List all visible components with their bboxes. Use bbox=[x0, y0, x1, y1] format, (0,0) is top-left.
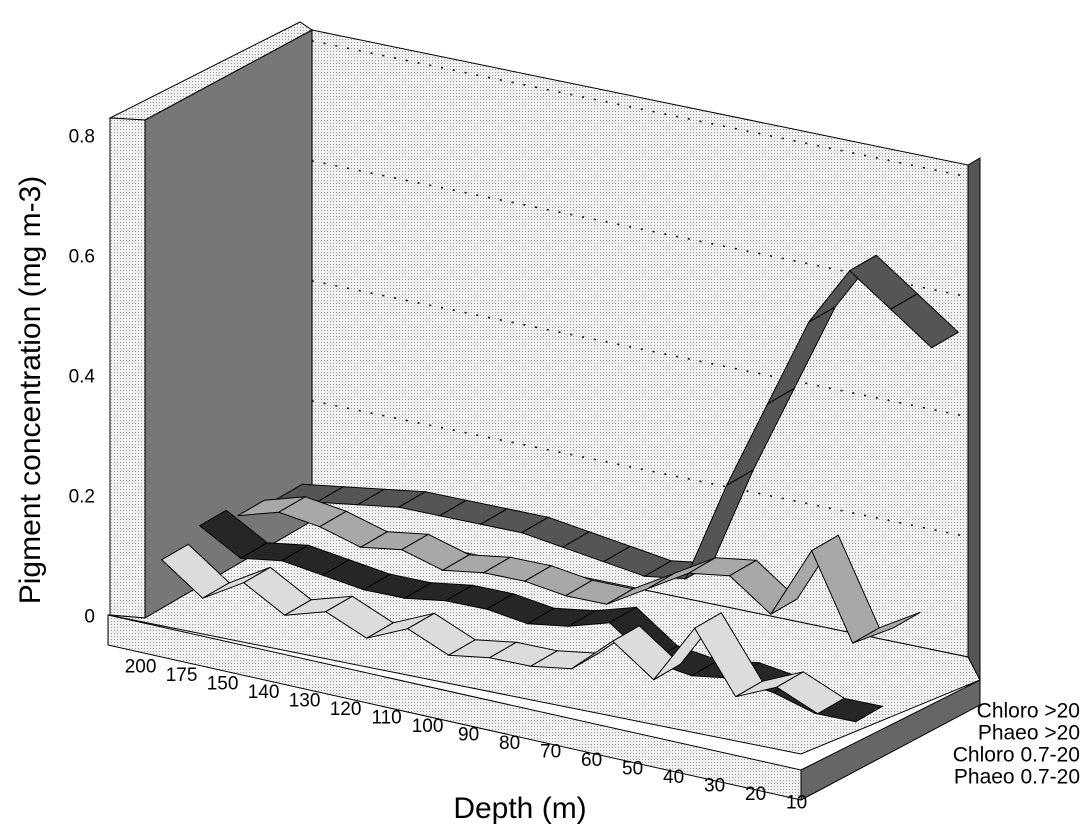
series-label: Phaeo 0.7-20 bbox=[954, 766, 1080, 789]
x-tick-label: 90 bbox=[458, 725, 479, 746]
x-tick-label: 60 bbox=[581, 750, 602, 771]
series-label: Chloro 0.7-20 bbox=[953, 744, 1080, 767]
x-tick-label: 80 bbox=[499, 733, 520, 754]
x-tick-label: 110 bbox=[371, 708, 401, 729]
y-tick-label: 0.4 bbox=[69, 367, 96, 388]
x-tick-label: 30 bbox=[704, 776, 725, 797]
floor-side bbox=[800, 679, 981, 801]
x-tick-label: 200 bbox=[125, 657, 157, 678]
ribbon-segment bbox=[775, 671, 846, 715]
x-tick-label: 20 bbox=[745, 784, 766, 805]
x-tick-label: 100 bbox=[412, 716, 444, 737]
ribbon-segment bbox=[852, 611, 921, 644]
x-tick-label: 175 bbox=[166, 665, 198, 686]
x-axis-title: Depth (m) bbox=[453, 792, 586, 825]
y-axis-title: Pigment concentration (mg m-3) bbox=[14, 176, 47, 605]
series-label: Chloro >20 bbox=[977, 700, 1080, 723]
x-tick-label: 150 bbox=[207, 674, 239, 695]
x-tick-label: 140 bbox=[248, 682, 280, 703]
x-tick-label: 10 bbox=[786, 793, 807, 814]
y-tick-label: 0.2 bbox=[69, 487, 95, 508]
series-label: Phaeo >20 bbox=[978, 722, 1080, 745]
x-tick-label: 50 bbox=[622, 759, 643, 780]
x-tick-label: 120 bbox=[330, 699, 362, 720]
y-tick-label: 0 bbox=[84, 607, 95, 628]
ribbon-segment bbox=[889, 293, 960, 349]
back-wall-edge bbox=[967, 157, 981, 692]
y-tick-label: 0.8 bbox=[69, 127, 95, 148]
x-tick-label: 130 bbox=[289, 691, 321, 712]
y-tick-label: 0.6 bbox=[69, 247, 95, 268]
x-tick-label: 70 bbox=[540, 742, 561, 763]
left-wall-front bbox=[109, 117, 146, 619]
x-tick-label: 40 bbox=[663, 767, 684, 788]
